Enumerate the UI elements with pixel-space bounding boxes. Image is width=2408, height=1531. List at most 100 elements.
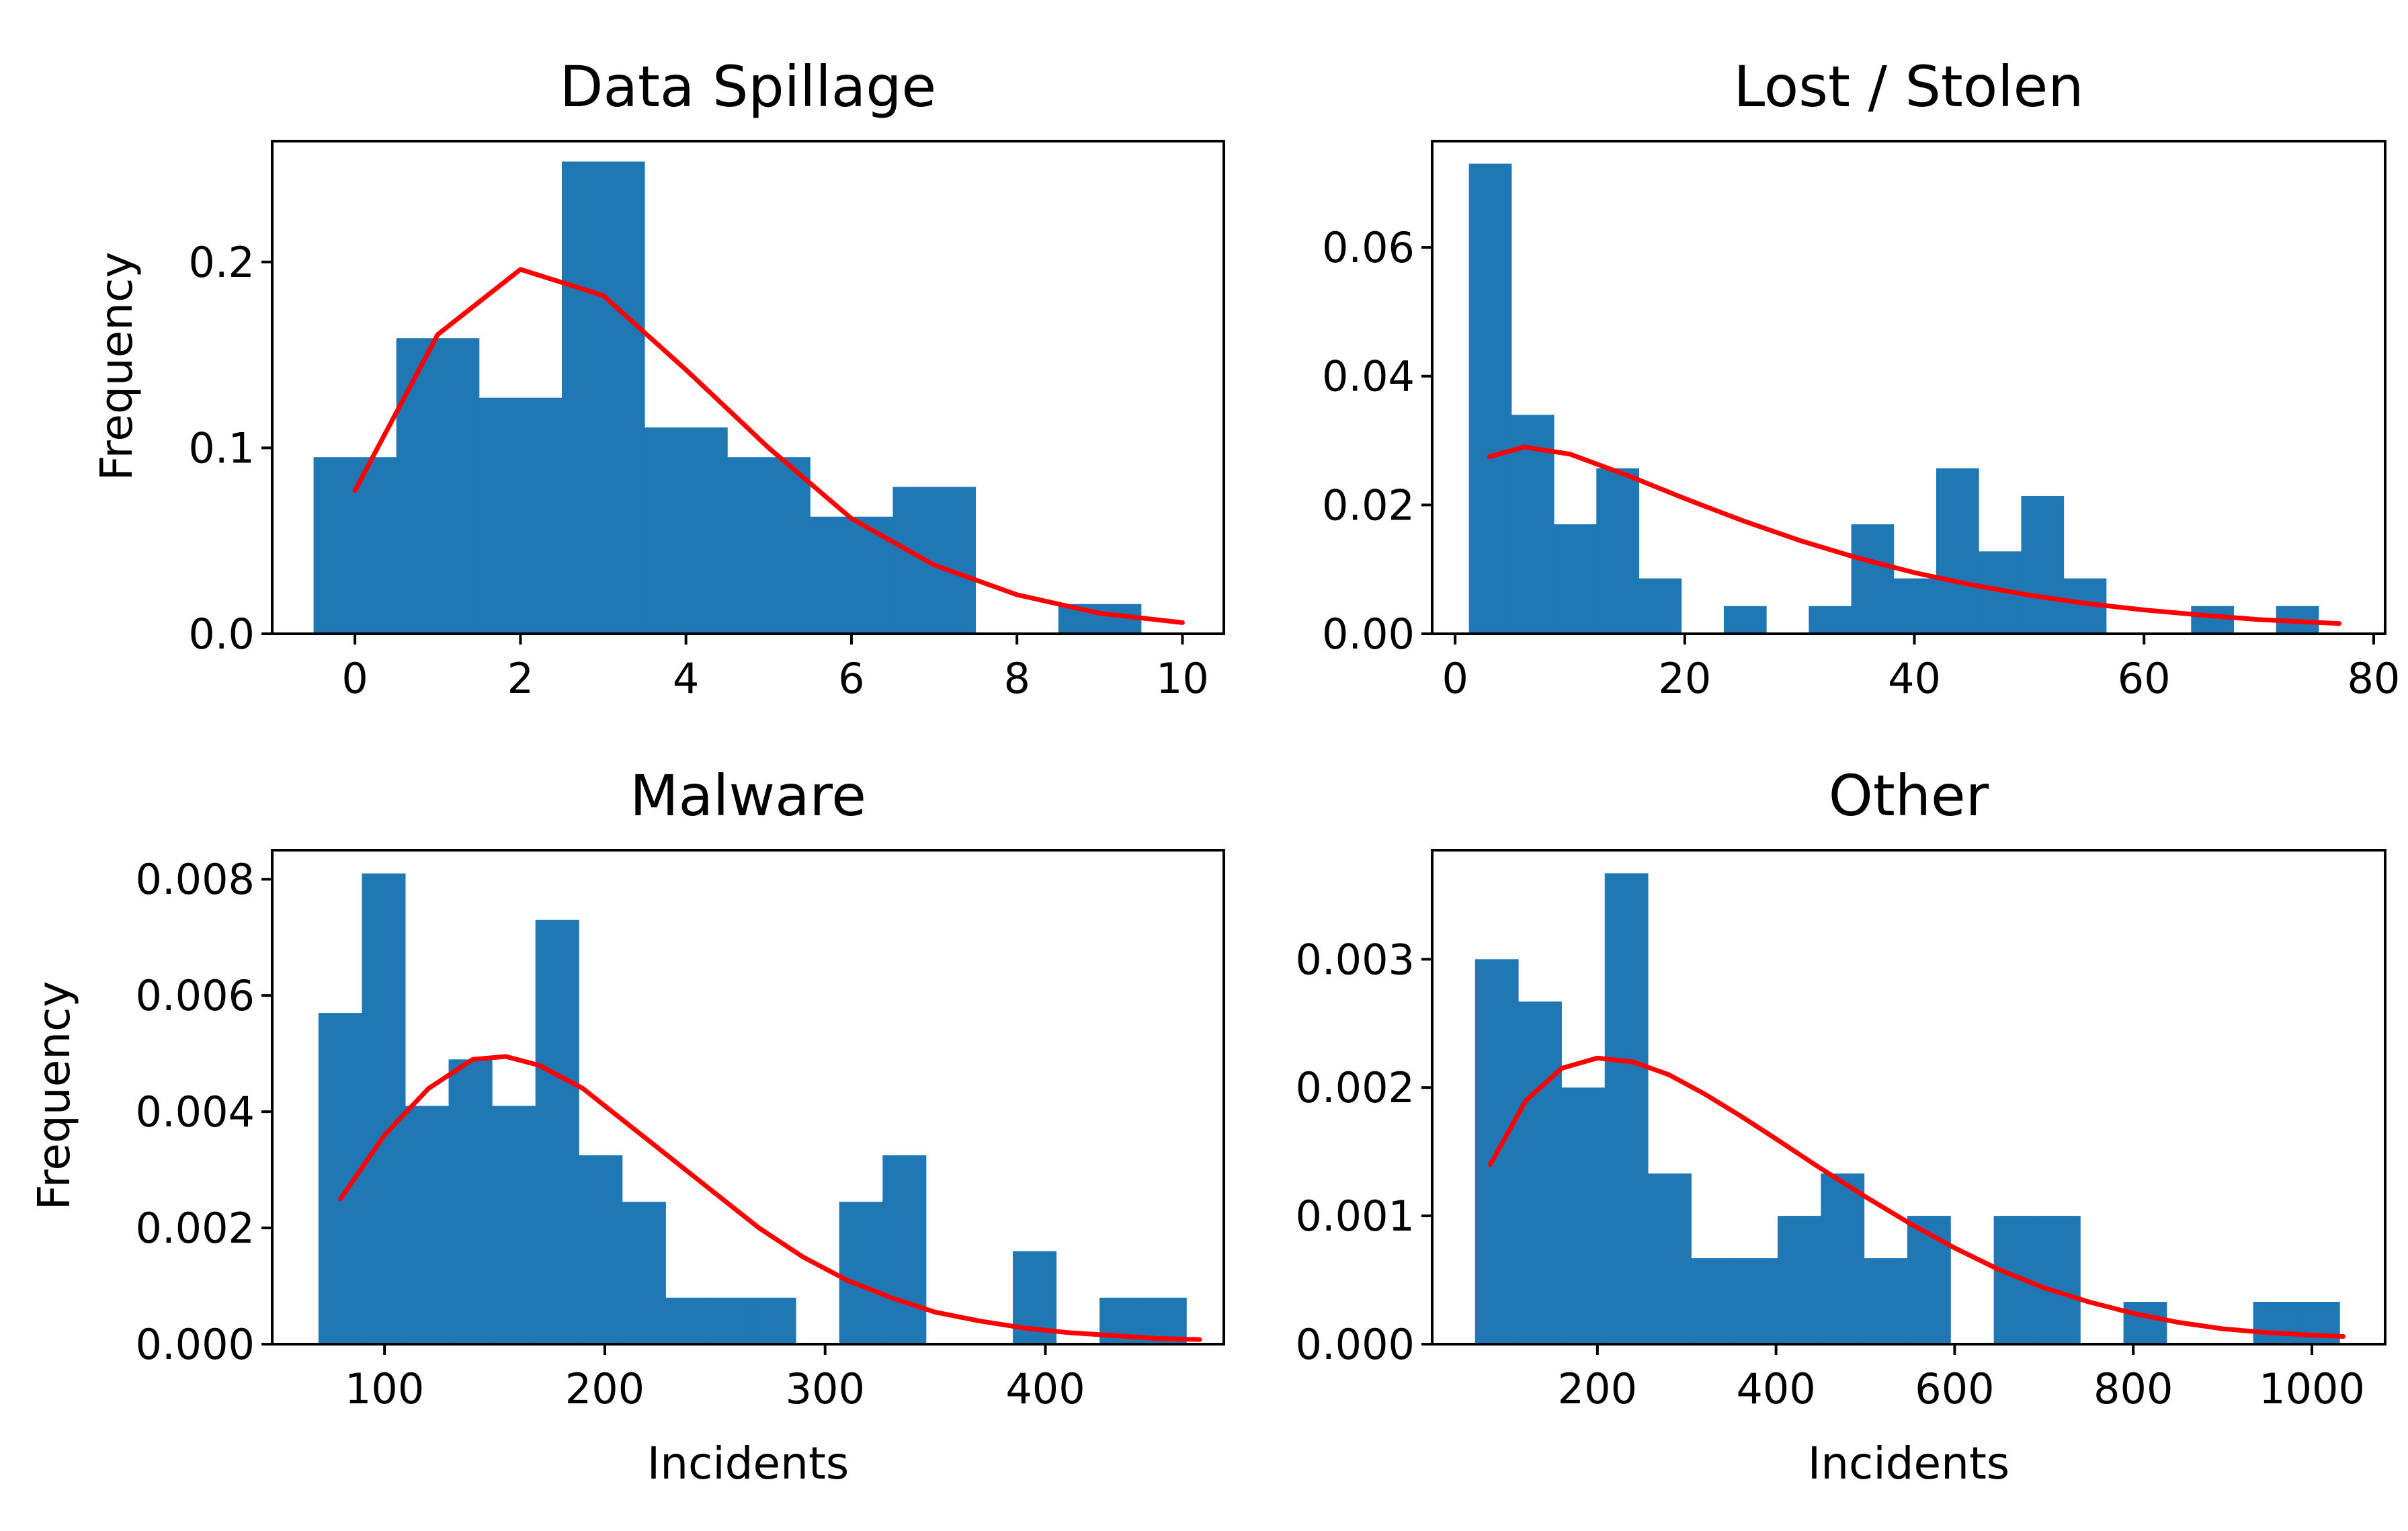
- panel-title: Other: [1829, 763, 1989, 829]
- histogram-bar: [405, 1106, 450, 1344]
- histogram-bar: [1648, 1173, 1692, 1344]
- axes-frame: [1431, 849, 2386, 1346]
- histogram-bar: [1851, 524, 1895, 634]
- fit-curve-line: [1487, 444, 2342, 626]
- y-tick-label: 0.00: [1322, 610, 1415, 659]
- x-axis-label: Incidents: [647, 1438, 849, 1489]
- histogram-bar: [1734, 1258, 1778, 1344]
- y-tick-label: 0.04: [1322, 352, 1415, 401]
- x-tick-label: 100: [345, 1364, 424, 1413]
- y-tick-label: 0.000: [136, 1320, 255, 1369]
- histogram-bar: [665, 1297, 710, 1344]
- histogram-bar: [839, 1202, 883, 1344]
- y-tick-label: 0.02: [1322, 481, 1415, 530]
- y-tick-label: 0.008: [136, 855, 255, 904]
- axes-frame: [271, 140, 1225, 635]
- y-tick-label: 0.1: [188, 423, 255, 472]
- x-tick-label: 10: [1156, 654, 1209, 703]
- x-tick-label: 300: [786, 1364, 865, 1413]
- histogram-bar: [1907, 1216, 1951, 1344]
- histogram-bar: [1936, 468, 1979, 634]
- x-axis-label: Incidents: [1808, 1438, 2010, 1489]
- histogram-bar: [2021, 495, 2065, 634]
- histogram-bar: [396, 338, 480, 634]
- histogram-bar: [448, 1059, 493, 1344]
- histogram-bar: [362, 873, 406, 1344]
- histogram-bar: [2191, 606, 2234, 634]
- histogram-bar: [1468, 163, 1512, 634]
- histogram-bar: [708, 1297, 753, 1344]
- y-axis-label: Frequency: [91, 252, 142, 481]
- histogram-bar: [892, 487, 977, 634]
- histogram-bar: [535, 919, 579, 1344]
- fit-curve-line: [338, 1054, 1202, 1342]
- x-tick-label: 200: [565, 1364, 645, 1413]
- histogram-bar: [579, 1155, 623, 1344]
- histogram-bar: [2036, 1216, 2081, 1344]
- panel-other: Other Incidents 200 400 600 800 1000 0.000 0.0…: [1296, 763, 2386, 1489]
- histogram-bar: [622, 1202, 666, 1344]
- x-tick-label: 800: [2093, 1364, 2173, 1413]
- histogram-bar: [1596, 468, 1640, 634]
- histogram-bar: [727, 457, 811, 634]
- y-axis-label: Frequency: [28, 981, 80, 1210]
- histogram-bar: [1864, 1258, 1908, 1344]
- histogram-bar: [1604, 873, 1649, 1344]
- x-tick-label: 400: [1005, 1364, 1085, 1413]
- histogram-bar: [2253, 1302, 2297, 1344]
- histogram-bar: [1821, 1173, 1865, 1344]
- plot-area: 200 400 600 800 1000 0.000 0.001 0.002 0.003: [1296, 849, 2386, 1413]
- histogram-bar: [1554, 524, 1597, 634]
- y-tick-label: 0.006: [136, 971, 255, 1020]
- histogram-bar: [1778, 1216, 1821, 1344]
- panel-title: Data Spillage: [560, 54, 936, 120]
- y-tick-label: 0.002: [136, 1204, 255, 1253]
- histogram-bar: [479, 397, 563, 634]
- x-tick-label: 1000: [2259, 1364, 2365, 1413]
- histogram-bar: [313, 457, 397, 634]
- panel-data-spillage: Data Spillage Frequency 0 2 4 6 8 10 0.0 0.1 0.2: [91, 54, 1225, 703]
- histogram-bar: [1518, 1001, 1562, 1344]
- axes-frame: [1431, 140, 2386, 635]
- x-tick-label: 60: [2118, 654, 2171, 703]
- panel-title: Malware: [630, 763, 866, 829]
- histogram-bar: [1638, 578, 1682, 634]
- histogram-bar: [2123, 1302, 2167, 1344]
- plot-area: 0 20 40 60 80 0.00 0.02 0.04 0.06: [1322, 140, 2400, 703]
- y-tick-label: 0.2: [188, 238, 255, 287]
- y-tick-label: 0.06: [1322, 223, 1415, 272]
- x-tick-label: 200: [1558, 1364, 1637, 1413]
- histogram-bar: [561, 161, 645, 634]
- y-tick-label: 0.0: [188, 610, 255, 659]
- x-tick-label: 80: [2347, 654, 2400, 703]
- y-tick-label: 0.002: [1296, 1063, 1415, 1112]
- x-tick-label: 6: [838, 654, 864, 703]
- histogram-bar: [752, 1297, 796, 1344]
- fit-curve-line: [352, 267, 1185, 625]
- panel-malware: Malware Frequency Incidents 100 200 300 400…: [28, 763, 1225, 1489]
- panel-lost-stolen: Lost / Stolen 0 20 40 60 80 0.00 0.02 0.04 0.06: [1322, 54, 2400, 703]
- axes-frame: [271, 849, 1225, 1346]
- histogram-bar: [492, 1106, 536, 1344]
- plot-area: 0 2 4 6 8 10 0.0 0.1 0.2: [188, 140, 1225, 703]
- fit-curve-line: [1487, 1055, 2345, 1339]
- x-tick-label: 20: [1658, 654, 1711, 703]
- x-tick-label: 4: [673, 654, 699, 703]
- histogram-bar: [1893, 578, 1937, 634]
- histogram-bar: [1723, 606, 1767, 634]
- histogram-bar: [1561, 1087, 1606, 1344]
- x-tick-label: 0: [341, 654, 368, 703]
- histogram-bar: [1809, 606, 1852, 634]
- x-tick-label: 8: [1003, 654, 1030, 703]
- histogram-bar: [1691, 1258, 1735, 1344]
- x-tick-label: 40: [1888, 654, 1941, 703]
- y-tick-label: 0.000: [1296, 1320, 1415, 1369]
- x-tick-label: 600: [1915, 1364, 1994, 1413]
- y-tick-label: 0.001: [1296, 1192, 1415, 1241]
- histogram-bar: [645, 427, 728, 634]
- x-tick-label: 2: [507, 654, 534, 703]
- y-tick-label: 0.004: [136, 1087, 255, 1136]
- plot-area: 100 200 300 400 0.000 0.002 0.004 0.006 0.008: [136, 849, 1225, 1413]
- y-tick-label: 0.003: [1296, 935, 1415, 984]
